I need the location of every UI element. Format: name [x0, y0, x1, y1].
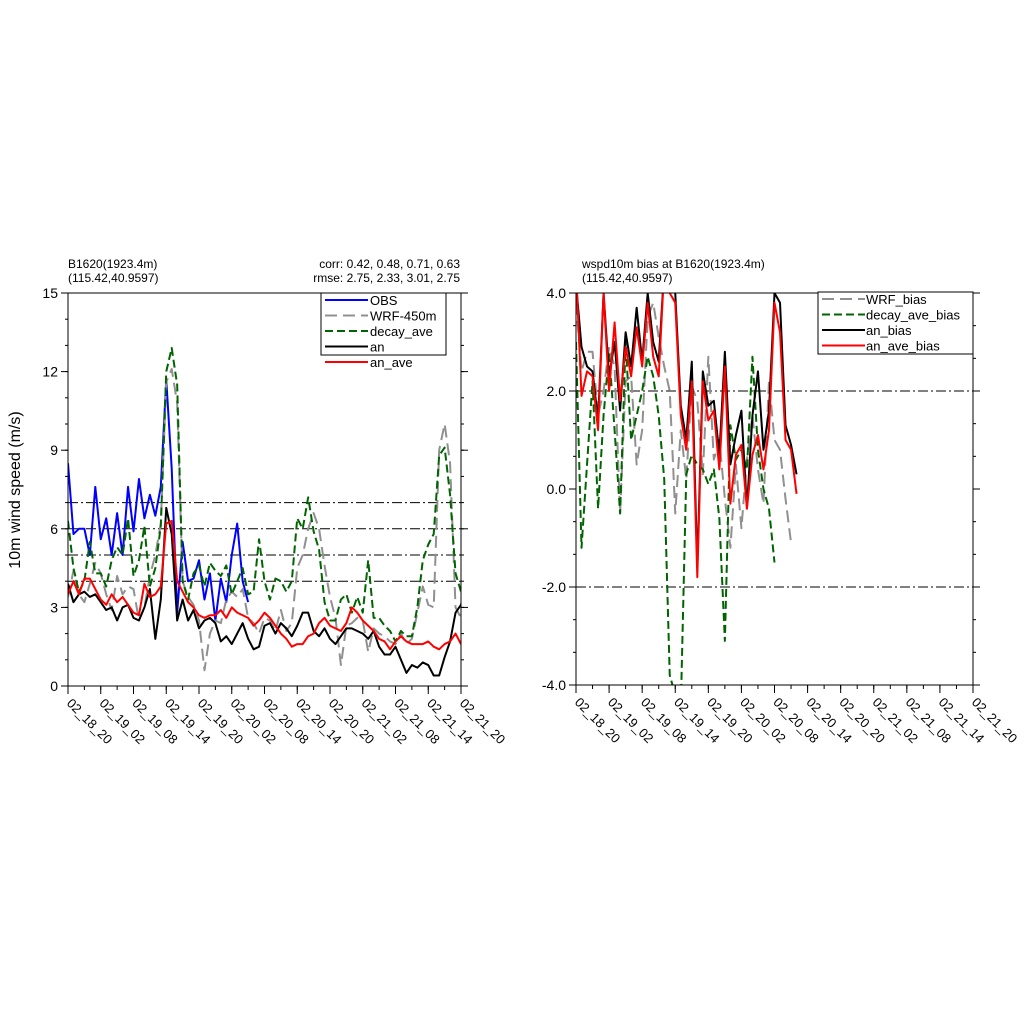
right-legend-box	[817, 291, 974, 355]
legend-label: an_ave_bias	[866, 339, 940, 354]
y-tick-label: 4.0	[547, 285, 567, 301]
left-rmse-stats: rmse: 2.75, 2.33, 3.01, 2.75	[313, 271, 460, 285]
y-tick-label: 0	[50, 678, 58, 694]
right-y-axis: -4.0 -2.0 0.0 2.0 4.0	[542, 285, 980, 693]
y-tick-label: 15	[42, 285, 58, 301]
series-line-decay-ave	[68, 347, 461, 643]
wind-speed-panel: B1620(1923.4m) (115.42,40.9597) corr: 0.…	[7, 257, 508, 747]
wind-bias-panel: wspd10m bias at B1620(1923.4m) (115.42,4…	[542, 257, 1021, 746]
legend-label: WRF_bias	[866, 292, 927, 307]
right-title-bias: wspd10m bias at B1620(1923.4m)	[581, 257, 765, 271]
y-tick-label: 6	[50, 521, 58, 537]
left-corr-stats: corr: 0.42, 0.48, 0.71, 0.63	[319, 257, 460, 271]
series-line-an-bias	[576, 293, 798, 569]
series-line-decay-ave-bias	[576, 341, 776, 685]
series-line-an	[68, 506, 461, 677]
y-tick-label: 9	[50, 442, 58, 458]
left-title-station: B1620(1923.4m)	[68, 257, 157, 271]
legend-label: decay_ave_bias	[866, 308, 960, 323]
series-line-wrf-450m	[68, 367, 461, 672]
y-tick-label: 0.0	[547, 481, 567, 497]
left-x-axis: 02_18_2002_19_0202_19_0802_19_1402_19_20…	[64, 686, 508, 747]
left-legend-box	[320, 292, 447, 356]
y-tick-label: 3	[50, 599, 58, 615]
left-series-group	[68, 347, 461, 677]
legend-label: an	[370, 340, 384, 355]
y-tick-label: -2.0	[542, 579, 566, 595]
y-tick-label: 12	[42, 364, 58, 380]
series-line-an-ave-bias	[576, 293, 798, 579]
y-tick-label: 2.0	[547, 383, 567, 399]
left-y-axis: 0 3 6 9 12 15	[42, 285, 468, 694]
right-reference-lines	[576, 390, 973, 588]
legend-label: decay_ave	[370, 324, 433, 339]
y-tick-label: -4.0	[542, 677, 566, 693]
left-reference-lines	[68, 502, 461, 582]
series-line-obs	[68, 378, 250, 622]
left-y-axis-label: 10m wind speed (m/s)	[7, 411, 24, 568]
series-line-an-ave	[68, 519, 461, 651]
legend-label: an_ave	[370, 355, 413, 370]
left-title-coords: (115.42,40.9597)	[68, 271, 159, 285]
right-series-group	[576, 293, 798, 685]
legend-label: an_bias	[866, 323, 912, 338]
legend-label: WRF-450m	[370, 309, 436, 324]
right-x-axis: 02_18_2002_19_0202_19_0802_19_1402_19_20…	[572, 685, 1020, 746]
legend-label: OBS	[370, 293, 398, 308]
right-title-coords: (115.42,40.9597)	[582, 271, 673, 285]
